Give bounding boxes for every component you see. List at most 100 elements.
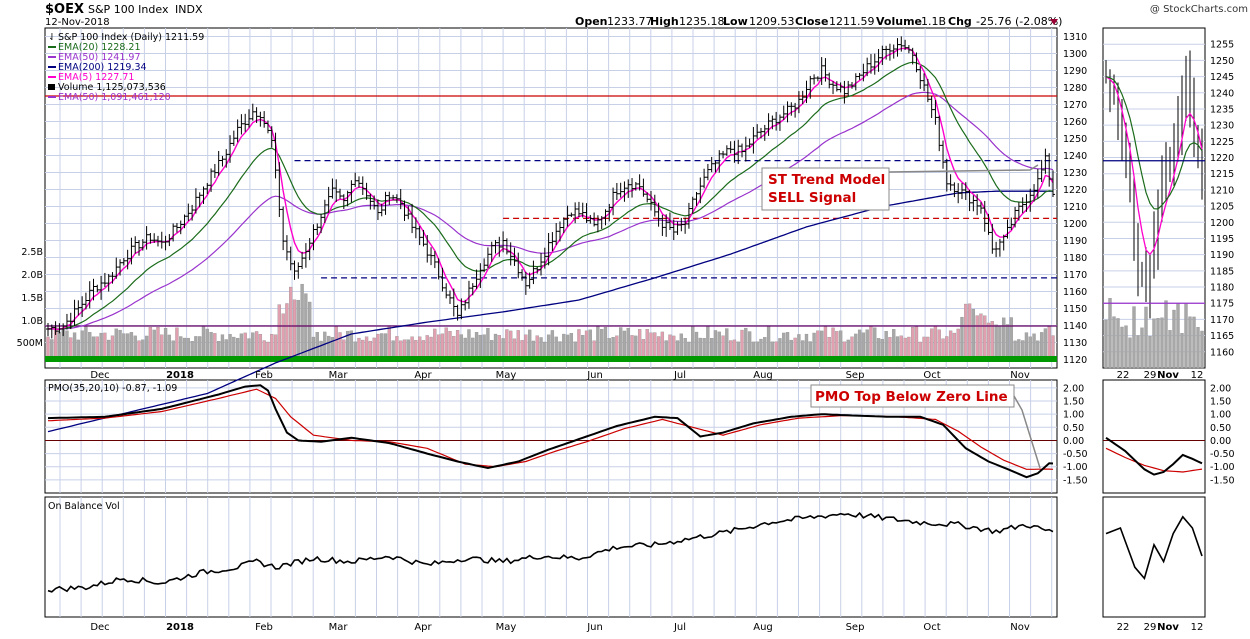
thumb-volume-bar — [1160, 317, 1164, 369]
volume-bar — [649, 332, 653, 361]
pmo-thumb-tick-label: 2.00 — [1210, 383, 1231, 394]
volume-bar — [1009, 317, 1013, 361]
st-trend-pointer — [888, 164, 1039, 173]
volume-bar — [782, 332, 786, 361]
thumb-tick-label: 1210 — [1210, 185, 1234, 196]
symbol: $OEX — [45, 2, 84, 17]
thumb-tick-label: 1225 — [1210, 137, 1234, 148]
volume-bar — [577, 329, 581, 361]
x-tick-label-bottom: Mar — [329, 622, 349, 633]
volume-tick-label: 2.5B — [21, 247, 43, 258]
x-tick-label: Dec — [90, 370, 109, 381]
legend-ema20: EMA(20) 1228.21 — [58, 42, 141, 53]
x-tick-label: Nov — [1010, 370, 1030, 381]
thumb-tick-label: 1215 — [1210, 169, 1234, 180]
volume-bar — [857, 329, 862, 361]
x-tick-label-bottom: Aug — [753, 622, 773, 633]
pmo-tick-label: 0.50 — [1063, 423, 1084, 434]
x-tick-label-bottom: Nov — [1010, 622, 1030, 633]
volume-bar — [740, 329, 744, 361]
volume-bar — [308, 301, 312, 361]
st-trend-box — [761, 167, 890, 211]
volume-bars — [45, 283, 1057, 362]
thumb-volume-bar — [1192, 316, 1196, 369]
st-trend-annotation: ST Trend Model SELL Signal — [761, 164, 1039, 211]
volume-bar — [88, 332, 92, 361]
close-value: 1211.59 — [829, 15, 875, 28]
volume-bar — [971, 308, 976, 361]
volume-bar — [486, 327, 490, 361]
volume-bar — [474, 332, 479, 361]
thumb-volume-bar — [1112, 316, 1116, 369]
volume-bar — [433, 328, 437, 361]
volume-bar — [820, 330, 824, 361]
volume-bar — [766, 325, 771, 361]
volume-bar — [865, 329, 869, 361]
pmo-tick-label: 0.00 — [1063, 436, 1084, 447]
volume-tick-label: 500M — [17, 338, 43, 349]
volume-bar — [706, 326, 710, 361]
volume-bar — [584, 330, 589, 361]
thumb-tick-label: 1170 — [1210, 315, 1234, 326]
volume-bar — [505, 329, 509, 361]
price-tick-label: 1130 — [1063, 338, 1087, 349]
legend-price-glyph: ⇃ — [48, 32, 56, 43]
thumb-tick-label: 1160 — [1210, 347, 1234, 358]
volume-bar — [979, 313, 983, 361]
volume-baseline — [45, 356, 1057, 362]
x-tick-label: Apr — [414, 370, 432, 381]
pmo-thumb-tick-label: -1.50 — [1210, 475, 1235, 486]
volume-bar — [691, 326, 695, 361]
thumb-x-label-bottom: 29 — [1144, 622, 1157, 633]
ohlc-summary: Open 1233.77 High 1235.18 Low 1209.53 Cl… — [575, 15, 1062, 28]
price-tick-label: 1290 — [1063, 66, 1087, 77]
low-value: 1209.53 — [749, 15, 795, 28]
volume-bar — [967, 303, 972, 361]
st-trend-line1: ST Trend Model — [768, 172, 885, 188]
pmo-thumb-tick-label: -0.50 — [1210, 449, 1235, 460]
thumb-volume-bar — [1124, 325, 1128, 369]
price-tick-label: 1310 — [1063, 32, 1087, 43]
x-tick-label: Feb — [255, 370, 273, 381]
thumb-tick-label: 1200 — [1210, 218, 1234, 229]
volume-bar — [937, 329, 941, 361]
volume-bar — [516, 330, 520, 361]
chart-date: 12-Nov-2018 — [45, 17, 110, 28]
thumb-tick-label: 1205 — [1210, 202, 1234, 213]
price-tick-label: 1200 — [1063, 219, 1087, 230]
down-arrow-icon — [1050, 19, 1058, 25]
thumb-ema5-line — [1105, 76, 1203, 256]
volume-bar — [1005, 324, 1010, 361]
pmo-thumb-tick-label: 0.50 — [1210, 423, 1231, 434]
volume-bar — [527, 329, 532, 361]
pmo-thumb-tick-label: 1.00 — [1210, 410, 1231, 421]
thumb-volume-bar — [1184, 303, 1188, 369]
x-tick-label: Mar — [329, 370, 349, 381]
volume-bar — [816, 330, 820, 361]
pmo-tick-label: -1.00 — [1063, 462, 1088, 473]
volume-bar — [956, 328, 960, 361]
ema5-line — [47, 47, 1054, 331]
high-value: 1235.18 — [679, 15, 725, 28]
thumb-volume-bar — [1104, 319, 1108, 369]
volume-bar — [1047, 326, 1051, 361]
thumb-x-label: 29 — [1144, 370, 1157, 381]
thumb-tick-label: 1175 — [1210, 299, 1234, 310]
st-trend-line2: SELL Signal — [768, 190, 856, 206]
pmo-note-pointer — [1013, 395, 1041, 469]
thumbnail-series — [1103, 50, 1205, 581]
volume-bar — [660, 331, 665, 361]
grid-lines — [45, 28, 1205, 617]
volume-bar — [929, 328, 934, 361]
volume-bar — [744, 327, 748, 361]
volume-bar — [884, 331, 888, 361]
panel-frames — [44, 27, 1206, 618]
thumb-x-label: 22 — [1117, 370, 1130, 381]
volume-bar — [626, 327, 630, 361]
volume-bar — [603, 326, 608, 361]
volume-bar — [653, 332, 657, 361]
volume-bar — [725, 328, 729, 361]
chg-label: Chg — [948, 15, 972, 28]
axis-labels: 1120 1130 1140 1150 1160 1170 1180 1190 1200 1210… — [17, 32, 1235, 633]
volume-bar — [103, 332, 107, 361]
